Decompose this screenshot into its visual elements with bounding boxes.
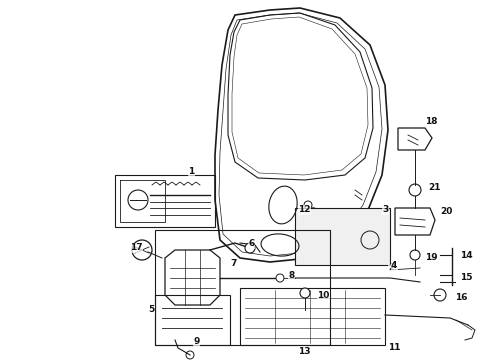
Text: 3: 3 xyxy=(382,206,388,215)
Circle shape xyxy=(245,243,255,253)
Circle shape xyxy=(276,274,284,282)
Circle shape xyxy=(304,201,312,209)
Text: 13: 13 xyxy=(298,347,311,356)
Text: 7: 7 xyxy=(230,258,236,267)
Bar xyxy=(155,230,330,345)
Text: 12: 12 xyxy=(298,206,311,215)
Circle shape xyxy=(300,288,310,298)
Bar xyxy=(115,175,215,227)
Text: 6: 6 xyxy=(248,239,254,248)
Text: 19: 19 xyxy=(425,253,438,262)
Text: 16: 16 xyxy=(455,292,467,302)
Text: 14: 14 xyxy=(460,251,473,260)
Text: 20: 20 xyxy=(440,207,452,216)
Text: 11: 11 xyxy=(388,343,400,352)
Text: 4: 4 xyxy=(391,261,397,270)
Text: 1: 1 xyxy=(188,167,194,176)
Text: 17: 17 xyxy=(130,243,143,252)
Text: 10: 10 xyxy=(317,291,329,300)
Polygon shape xyxy=(295,208,390,265)
Text: 15: 15 xyxy=(460,274,472,283)
Text: 5: 5 xyxy=(148,306,154,315)
Text: 9: 9 xyxy=(193,338,199,346)
Text: 8: 8 xyxy=(288,270,294,279)
Text: 18: 18 xyxy=(425,117,438,126)
Text: 21: 21 xyxy=(428,184,441,193)
Text: 2: 2 xyxy=(388,264,394,273)
